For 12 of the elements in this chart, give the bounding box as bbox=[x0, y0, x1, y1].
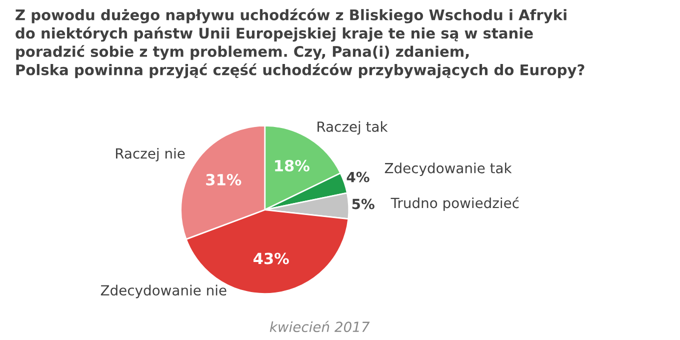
data-label: 43% bbox=[254, 252, 289, 264]
slice-label: Zdecydowanie tak bbox=[384, 162, 512, 176]
text: kwiecień 2017 bbox=[270, 320, 370, 332]
chart-title: Z powodu dużego napływu uchodźców z Bliskiego Wschodu i Afryki do niektórych państw Unii Europejskiej kraje te nie są w stanie poradzić sobie z tym problemem. Czy, Pana(i) zdaniem, Polska powinna przyjąć część uchodźców przybywających do Europy? bbox=[16, 8, 584, 78]
slice-label: Zdecydowanie nie bbox=[100, 284, 226, 298]
data-label: 5% bbox=[352, 198, 374, 210]
slice-label: Raczej nie bbox=[116, 148, 185, 162]
data-label: 31% bbox=[206, 174, 242, 186]
slice-label: Raczej tak bbox=[318, 121, 388, 135]
data-label: 4% bbox=[346, 172, 370, 182]
slice-label: Trudno powiedzieć bbox=[390, 196, 519, 211]
data-label: 18% bbox=[275, 160, 310, 172]
